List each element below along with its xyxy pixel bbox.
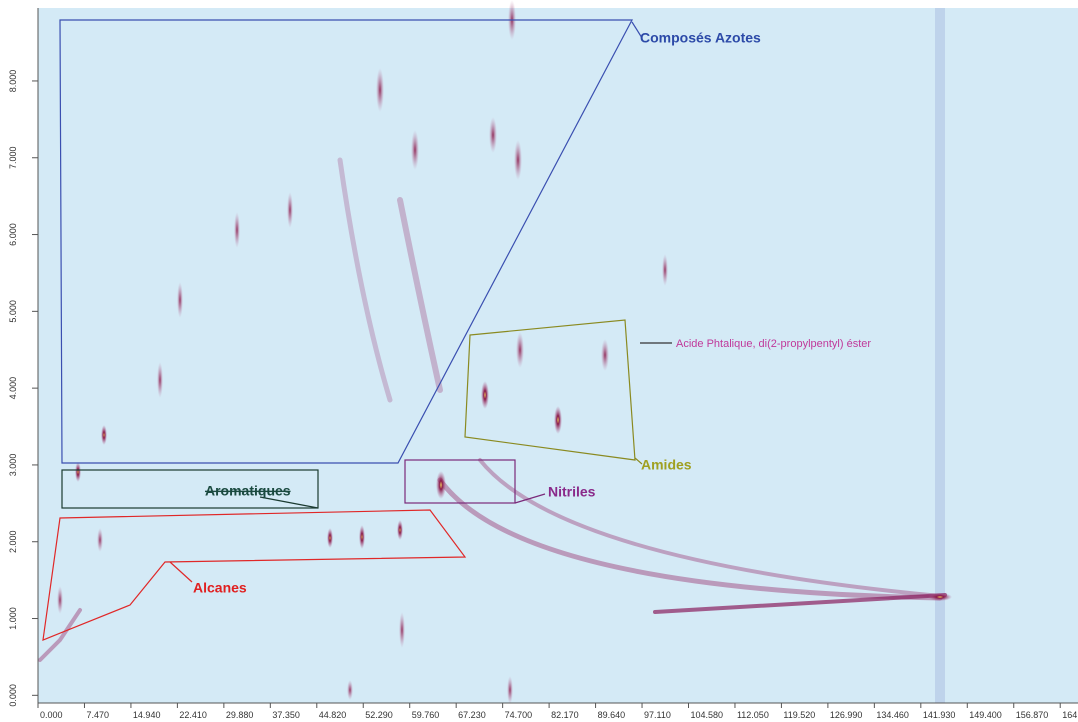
peak (601, 339, 609, 371)
x-tick-label: 29.880 (226, 710, 254, 720)
y-tick-label: 4.000 (8, 377, 18, 400)
y-tick-label: 7.000 (8, 146, 18, 169)
x-tick-label: 0.000 (40, 710, 63, 720)
peak (514, 140, 522, 180)
band (935, 8, 945, 703)
peak (287, 192, 293, 228)
annotation: Nitriles (548, 484, 596, 500)
peak (507, 676, 513, 704)
x-tick-label: 44.820 (319, 710, 347, 720)
peak (101, 425, 107, 445)
region-aromatiques (61, 469, 319, 509)
x-tick-label: 82.170 (551, 710, 579, 720)
peak (234, 212, 240, 248)
annotation: Amides (641, 457, 692, 473)
peak (662, 254, 668, 286)
trace (38, 608, 82, 662)
x-tick-label: 59.760 (412, 710, 440, 720)
peak (157, 362, 163, 398)
x-tick-label: 22.410 (179, 710, 207, 720)
peak (411, 130, 419, 170)
trace (437, 477, 943, 601)
annotation: Acide Phtalique, di(2-propylpentyl) éste… (676, 338, 871, 350)
x-tick-label: 89.640 (598, 710, 626, 720)
x-tick-label: 156.870 (1016, 710, 1049, 720)
signal (38, 157, 947, 662)
peak (399, 612, 405, 648)
x-tick-label: 37.350 (272, 710, 300, 720)
y-tick-label: 5.000 (8, 300, 18, 323)
x-tick-label: 126.990 (830, 710, 863, 720)
peak (489, 117, 497, 153)
peak (97, 528, 103, 552)
x-tick-label: 67.230 (458, 710, 486, 720)
leader (634, 457, 643, 465)
peak (347, 680, 353, 700)
peak (57, 586, 63, 614)
x-tick-label: 52.290 (365, 710, 393, 720)
peak (554, 406, 562, 434)
annotation: Alcanes (193, 580, 247, 596)
annotation: Composés Azotes (640, 30, 761, 46)
y-tick-label: 6.000 (8, 223, 18, 246)
y-tick-label: 0.000 (8, 684, 18, 707)
leader (514, 493, 546, 504)
peak (376, 68, 384, 112)
region-alcanes (42, 509, 467, 641)
x-tick-label: 141.930 (923, 710, 956, 720)
peak (397, 520, 403, 540)
peak (516, 332, 524, 368)
region-azotes (59, 19, 633, 464)
y-tick-label: 2.000 (8, 530, 18, 553)
peak (436, 471, 446, 499)
x-tick-label: 164.34 (1062, 710, 1078, 720)
trace (478, 458, 942, 598)
peak (327, 528, 333, 548)
peak (481, 381, 489, 409)
x-tick-label: 74.700 (505, 710, 533, 720)
peaks (57, 0, 952, 704)
trace (653, 593, 947, 614)
peak (177, 282, 183, 318)
leader (259, 496, 319, 509)
peak (75, 462, 81, 482)
trace (337, 157, 393, 403)
x-tick-label: 149.400 (969, 710, 1002, 720)
x-tick-label: 119.520 (783, 710, 815, 720)
y-tick-label: 3.000 (8, 454, 18, 477)
leader (631, 21, 643, 39)
x-tick-label: 14.940 (133, 710, 161, 720)
trace (397, 197, 443, 393)
peak (359, 525, 365, 549)
peak (928, 593, 952, 601)
region-nitriles (404, 459, 516, 504)
x-tick-label: 104.580 (690, 710, 723, 720)
x-tick-label: 112.050 (737, 710, 769, 720)
y-tick-label: 8.000 (8, 70, 18, 93)
x-tick-label: 7.470 (86, 710, 109, 720)
x-tick-label: 134.460 (876, 710, 909, 720)
leader (169, 561, 193, 583)
region-amides (464, 319, 636, 461)
plot-area (38, 8, 1078, 703)
y-tick-label: 1.000 (8, 607, 18, 630)
x-tick-label: 97.110 (644, 710, 671, 720)
annotation: Aromatiques (205, 483, 291, 499)
